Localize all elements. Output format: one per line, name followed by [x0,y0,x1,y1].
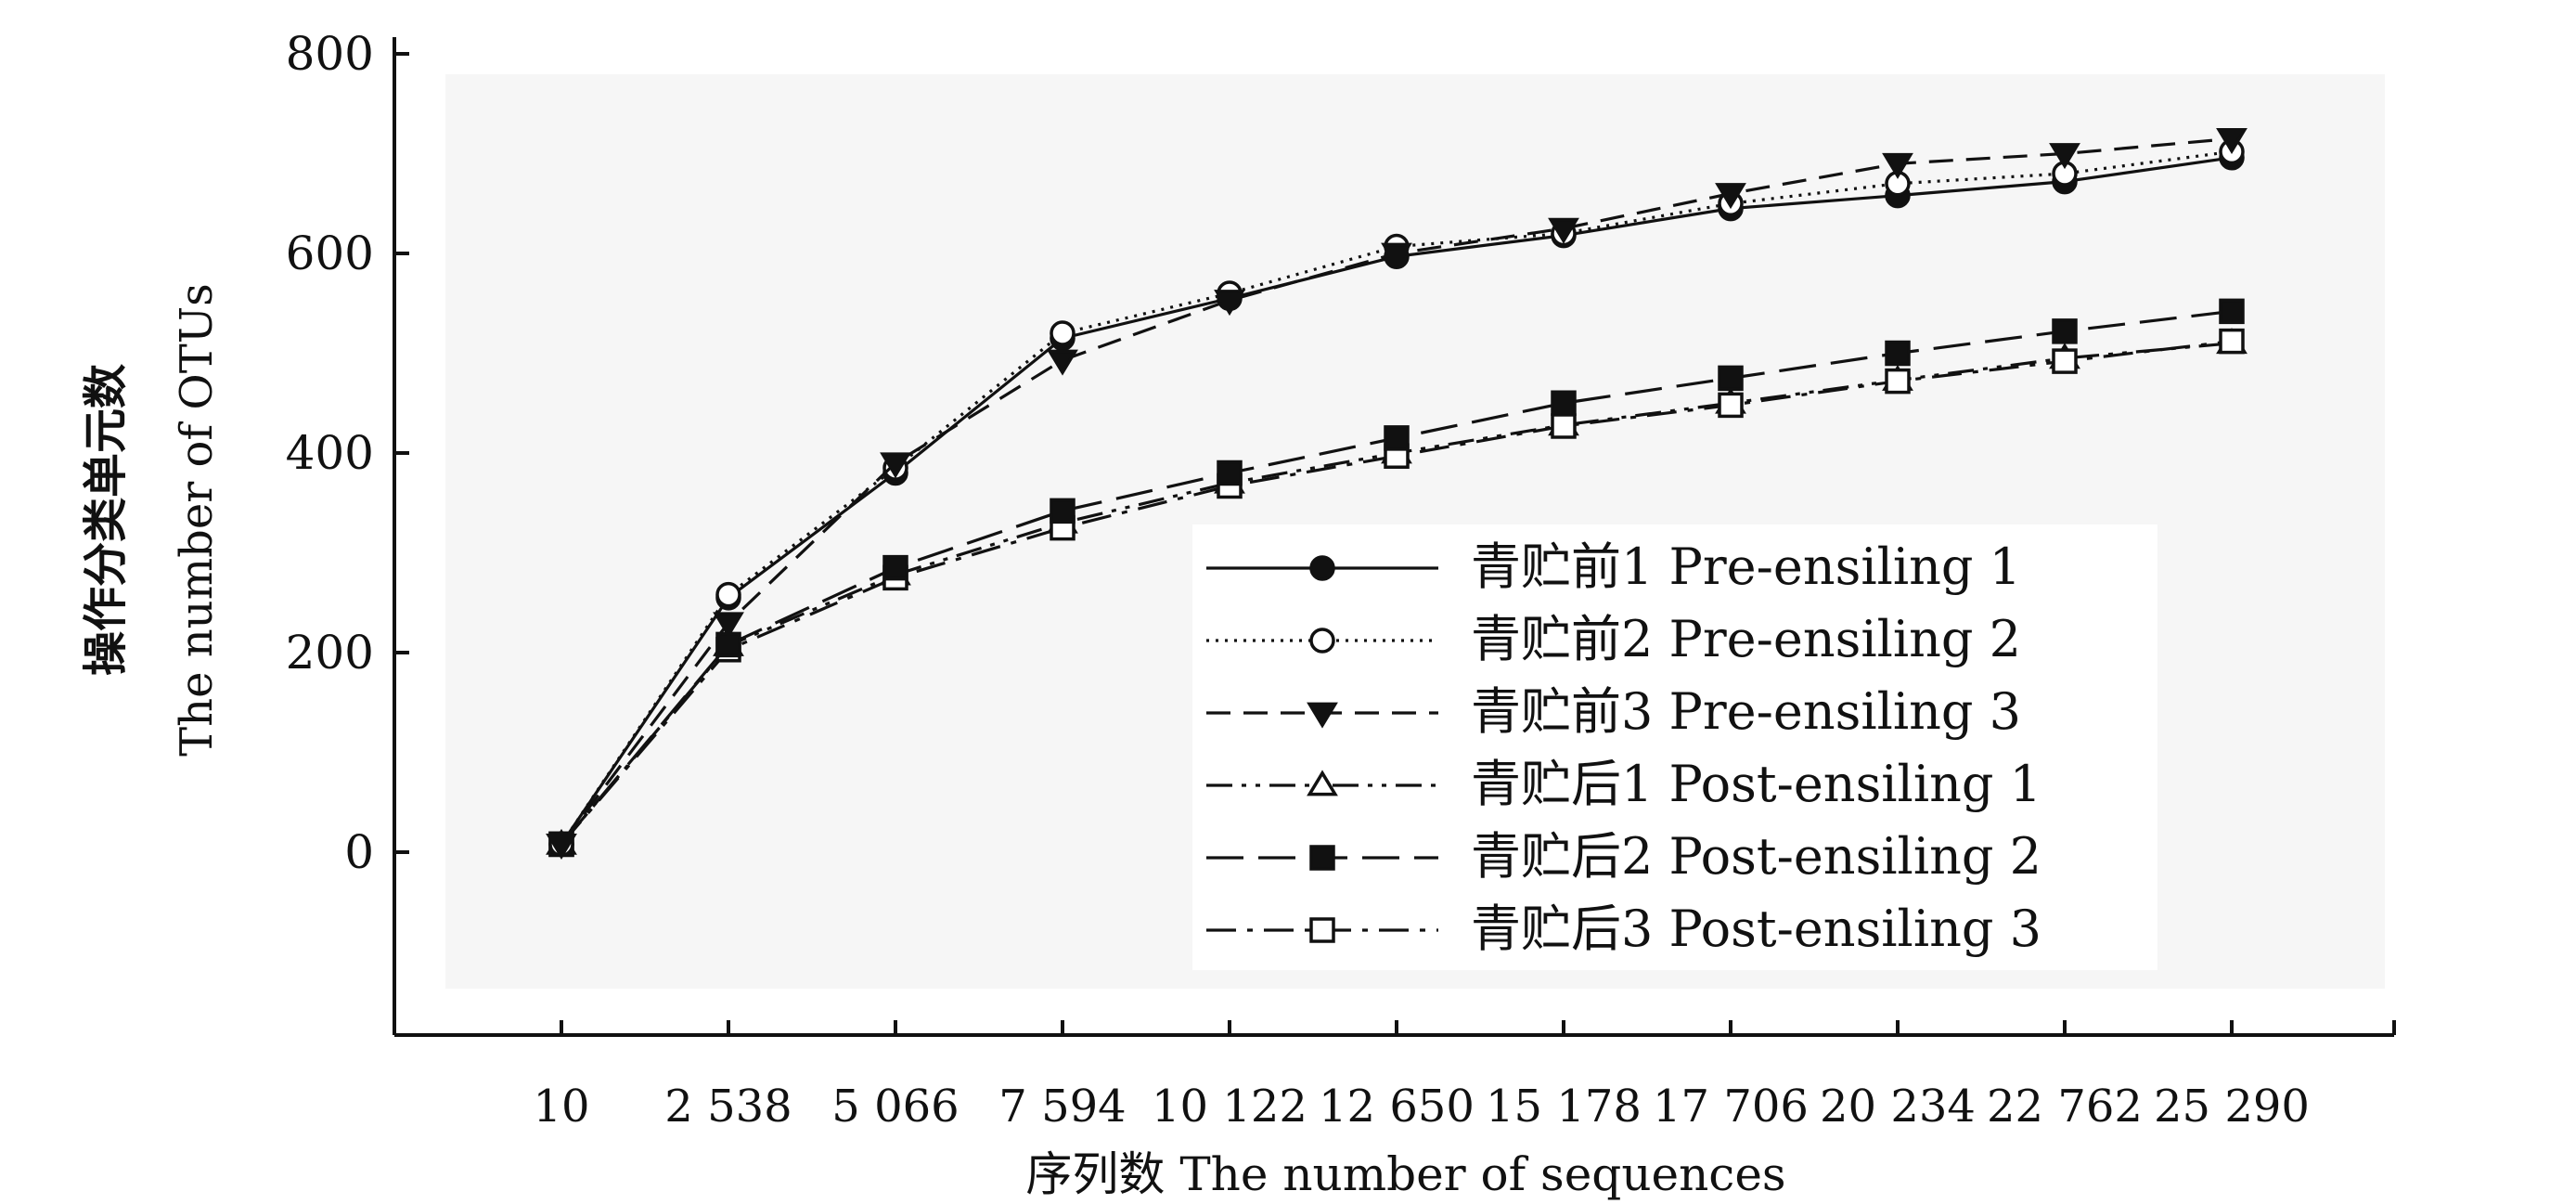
series-layer [546,128,2248,860]
data-point [1551,413,1577,439]
data-point [1384,425,1410,451]
x-tick-label: 10 122 [1152,1081,1307,1133]
data-point [715,581,741,608]
data-point [2049,143,2080,170]
x-tick-label: 22 762 [1987,1081,2143,1133]
data-point [1050,498,1075,524]
x-tick-label: 7 594 [998,1081,1126,1133]
legend-label: 青贮前3 Pre-ensiling 3 [1471,682,2021,741]
legend: 青贮前1 Pre-ensiling 1 青贮前2 Pre-ensiling 2 青贮… [1192,524,2157,970]
legend-item: 青贮后3 Post-ensiling 3 [1206,900,2041,958]
legend-item: 青贮前1 Pre-ensiling 1 [1206,537,2021,596]
data-point [882,554,908,581]
series-3 [546,128,2248,860]
legend-marker [1309,555,1335,581]
series-5 [548,298,2245,858]
data-point [1885,368,1911,395]
legend-marker [1309,628,1335,654]
x-tick-label: 15 178 [1486,1081,1642,1133]
y-axis-label-cn: 操作分类单元数 [80,364,132,676]
legend-item: 青贮后2 Post-ensiling 2 [1206,827,2041,886]
legend-marker [1309,917,1335,943]
y-axis-label-en: The number of OTUs [171,283,223,757]
data-point [1882,152,1913,179]
legend-label: 青贮前1 Pre-ensiling 1 [1471,537,2021,596]
data-point [880,452,911,479]
data-point [2052,318,2078,344]
data-point [1718,365,1744,392]
data-point [1718,392,1744,419]
x-axis-label: 序列数 The number of sequences [1025,1147,1785,1201]
legend-label: 青贮后1 Post-ensiling 1 [1471,755,2041,813]
data-point [2052,348,2078,374]
data-point [2216,128,2248,154]
series-line [560,340,2233,846]
legend-label: 青贮前2 Pre-ensiling 2 [1471,610,2021,668]
data-point [546,834,577,860]
data-point [1715,183,1746,210]
data-point [1885,340,1911,367]
x-tick-label: 20 234 [1820,1081,1976,1133]
y-tick-label: 0 [344,825,374,879]
legend-label: 青贮后3 Post-ensiling 3 [1471,900,2041,958]
data-point [1047,349,1078,376]
x-tick-label: 12 650 [1319,1081,1475,1133]
legend-item: 青贮后1 Post-ensiling 1 [1206,755,2041,813]
x-tick-label: 25 290 [2154,1081,2310,1133]
y-tick-label: 400 [286,426,374,480]
data-point [1551,390,1577,416]
legend-marker [1309,845,1335,871]
x-tick-label: 10 [533,1081,589,1133]
legend-marker [1307,702,1338,729]
legend-marker [1307,770,1338,796]
data-point [713,612,744,639]
legend-item: 青贮前2 Pre-ensiling 2 [1206,610,2021,668]
legend-background [1192,524,2157,970]
data-point [1217,460,1243,486]
data-point [2219,298,2245,325]
data-point [1214,290,1245,317]
x-tick-label: 17 706 [1653,1081,1809,1133]
y-tick-label: 600 [286,227,374,280]
y-tick-label: 800 [286,27,374,81]
data-point [2219,328,2245,355]
data-point [1548,217,1579,244]
legend-item: 青贮前3 Pre-ensiling 3 [1206,682,2021,741]
data-point [1381,242,1412,269]
x-tick-label: 2 538 [664,1081,792,1133]
axes-layer: 0 200 400 600 800 10 2 538 5 066 7 594 10 122 12 6… [286,27,2396,1133]
y-tick-label: 200 [286,626,374,680]
data-point [1050,320,1075,346]
x-tick-label: 5 066 [831,1081,959,1133]
legend-label: 青贮后2 Post-ensiling 2 [1471,827,2041,886]
